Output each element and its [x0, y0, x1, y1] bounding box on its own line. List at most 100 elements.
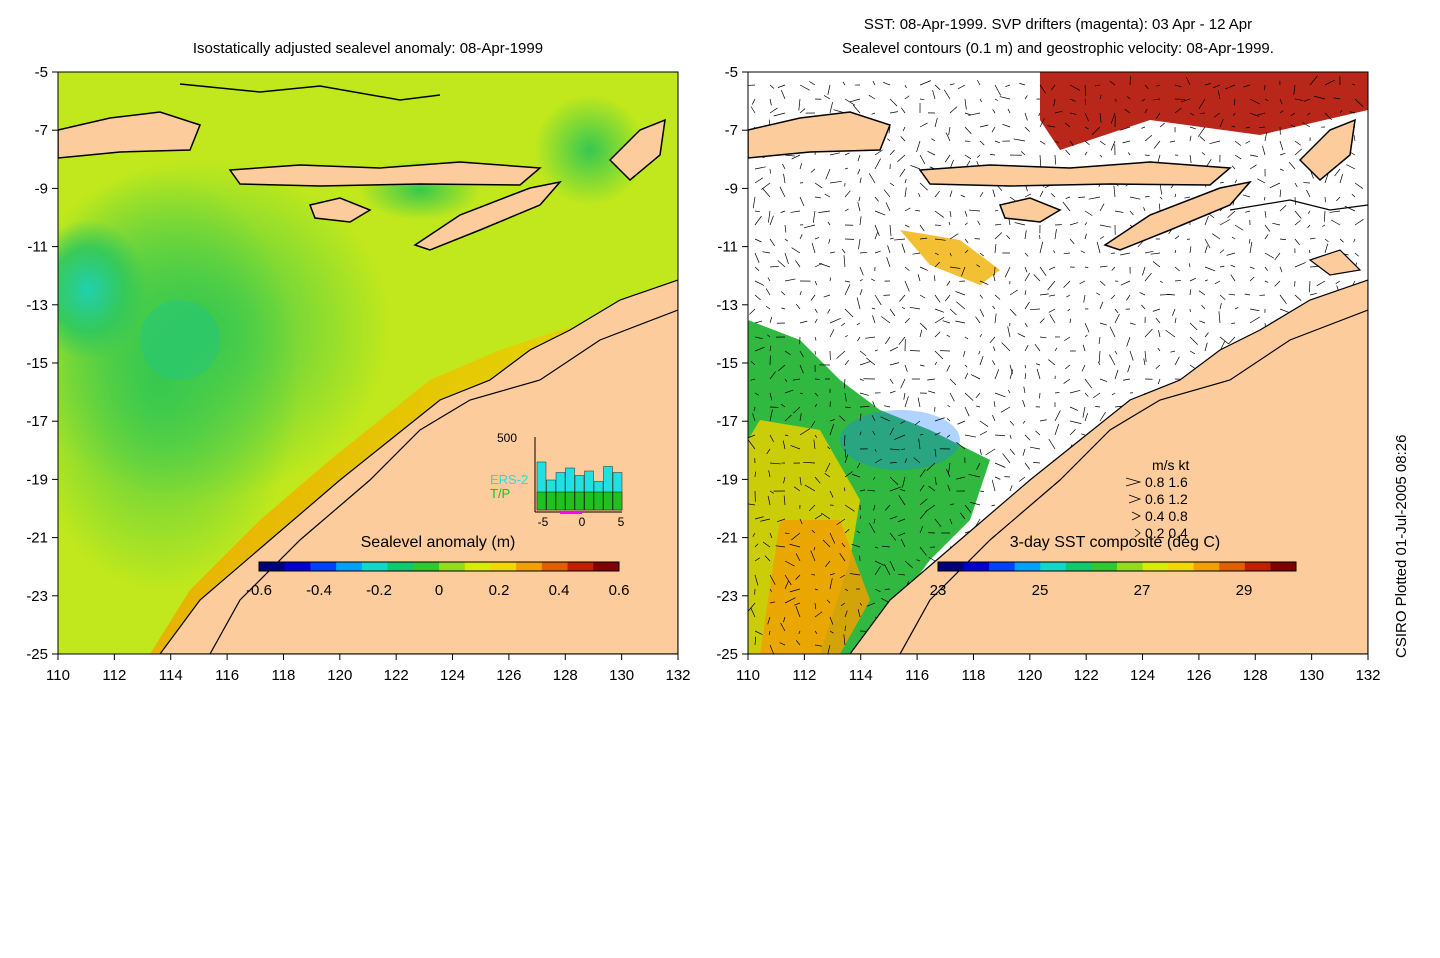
sst-colorbar-tick-label: 27 [1134, 582, 1151, 599]
sealevel-colorbar-swatch [362, 562, 388, 571]
sealevel-colorbar-swatch [259, 562, 285, 571]
sst-colorbar-swatch [1040, 562, 1066, 571]
left-y-tick-label: -15 [26, 355, 48, 372]
right-x-tick-label: 128 [1243, 667, 1268, 684]
left-y-tick-label: -21 [26, 530, 48, 547]
left-x-tick-label: 110 [46, 667, 70, 684]
inset-tp-bar [613, 492, 622, 510]
sealevel-colorbar-tick-label: 0.2 [489, 582, 510, 599]
right-x-tick-label: 118 [961, 667, 985, 684]
left-y-tick-label: -25 [26, 646, 48, 663]
left-y-tick-label: -19 [26, 471, 48, 488]
right-y-tick-label: -15 [716, 355, 738, 372]
right-y-tick-label: -23 [716, 588, 738, 605]
right-x-tick-label: 120 [1017, 667, 1042, 684]
sealevel-colorbar-swatch [542, 562, 568, 571]
left-y-tick-label: -11 [27, 239, 48, 256]
right-x-tick-label: 126 [1186, 667, 1211, 684]
right-y-tick-label: -19 [716, 471, 738, 488]
sealevel-colorbar-swatch [568, 562, 594, 571]
left-y-tick-label: -17 [26, 413, 48, 430]
inset-tp-bar [604, 492, 613, 510]
inset-tp-bar [575, 492, 584, 510]
left-x-tick-label: 122 [384, 667, 409, 684]
sst-colorbar-tick-label: 25 [1032, 582, 1049, 599]
sst-colorbar-label: 3-day SST composite (deg C) [1010, 534, 1220, 551]
left-x-tick-label: 112 [102, 667, 126, 684]
sst-colorbar-swatch [1245, 562, 1271, 571]
right-y-tick-label: -11 [717, 239, 738, 256]
inset-tp-bar [594, 492, 603, 510]
sst-colorbar-swatch [989, 562, 1015, 571]
right-y-tick-label: -5 [725, 64, 738, 81]
sst-colorbar-swatch [964, 562, 990, 571]
sealevel-colorbar-swatch [285, 562, 311, 571]
inset-x-tick-label: 0 [579, 515, 586, 529]
left-x-tick-label: 116 [215, 667, 239, 684]
left-x-tick-label: 118 [271, 667, 295, 684]
sst-colorbar-tick-label: 23 [930, 582, 947, 599]
speed-legend-row: 0.4 0.8 [1145, 508, 1188, 524]
sst-colorbar-swatch [1194, 562, 1220, 571]
right-y-tick-label: -25 [716, 646, 738, 663]
inset-tp-bar [537, 492, 546, 510]
sst-colorbar-swatch [1091, 562, 1117, 571]
left-x-tick-label: 120 [327, 667, 352, 684]
inset-legend-ers2: ERS-2 [490, 472, 528, 487]
sealevel-colorbar-swatch [490, 562, 516, 571]
right-x-tick-label: 122 [1074, 667, 1099, 684]
right-y-tick-label: -21 [716, 530, 738, 547]
right-y-tick-label: -9 [725, 180, 738, 197]
sealevel-colorbar-tick-label: -0.6 [246, 582, 272, 599]
sealevel-colorbar-label: Sealevel anomaly (m) [361, 534, 516, 551]
left-x-tick-label: 132 [665, 667, 690, 684]
sst-colorbar-swatch [938, 562, 964, 571]
inset-x-tick-label: -5 [538, 515, 549, 529]
right-x-tick-label: 130 [1299, 667, 1324, 684]
left-x-tick-label: 130 [609, 667, 634, 684]
right-x-tick-label: 124 [1130, 667, 1155, 684]
sealevel-colorbar-swatch [465, 562, 491, 571]
sst-colorbar-swatch [1219, 562, 1245, 571]
sst-colorbar-swatch [1143, 562, 1169, 571]
right-x-tick-label: 112 [792, 667, 816, 684]
sealevel-colorbar-tick-label: -0.4 [306, 582, 332, 599]
left-y-tick-label: -9 [35, 180, 48, 197]
sst-colorbar-swatch [1270, 562, 1296, 571]
sealevel-colorbar-swatch [336, 562, 362, 571]
sst-colorbar-swatch [1117, 562, 1143, 571]
sealevel-colorbar-swatch [516, 562, 542, 571]
sealevel-colorbar-tick-label: 0.4 [549, 582, 570, 599]
left-x-tick-label: 114 [159, 667, 183, 684]
inset-tp-bar [585, 492, 594, 510]
sealevel-colorbar-swatch [310, 562, 336, 571]
right-x-tick-label: 110 [736, 667, 760, 684]
inset-x-tick-label: 5 [618, 515, 625, 529]
left-x-tick-label: 126 [496, 667, 521, 684]
speed-legend-row: 0.6 1.2 [1145, 491, 1188, 507]
left-y-tick-label: -13 [26, 297, 48, 314]
sealevel-colorbar-swatch [413, 562, 439, 571]
right-y-tick-label: -13 [716, 297, 738, 314]
right-y-tick-label: -7 [725, 122, 738, 139]
sealevel-colorbar-tick-label: -0.2 [366, 582, 392, 599]
inset-tp-bar [547, 492, 556, 510]
sealevel-colorbar-swatch [439, 562, 465, 571]
sealevel-colorbar-tick-label: 0 [435, 582, 443, 599]
sst-colorbar-tick-label: 29 [1236, 582, 1253, 599]
speed-legend-header: m/s kt [1152, 457, 1189, 473]
right-x-tick-label: 114 [849, 667, 873, 684]
map-canvas: Sealevel anomaly (m) -0.6 -0.4 -0.2 0 0.2 0.4… [0, 0, 1440, 720]
right-x-tick-label: 132 [1355, 667, 1380, 684]
speed-legend-row: 0.8 1.6 [1145, 474, 1188, 490]
left-y-tick-label: -5 [35, 64, 48, 81]
inset-legend-tp: T/P [490, 486, 510, 501]
credit-wrap: CSIRO Plotted 01-Jul-2005 08:26 [1393, 658, 1413, 958]
left-x-tick-label: 124 [440, 667, 465, 684]
right-y-tick-label: -17 [716, 413, 738, 430]
sst-colorbar-swatch [1168, 562, 1194, 571]
inset-tp-bar [566, 492, 575, 510]
credit-text: CSIRO Plotted 01-Jul-2005 08:26 [1393, 435, 1410, 658]
left-y-tick-label: -7 [35, 122, 48, 139]
sst-colorbar [938, 562, 1297, 571]
